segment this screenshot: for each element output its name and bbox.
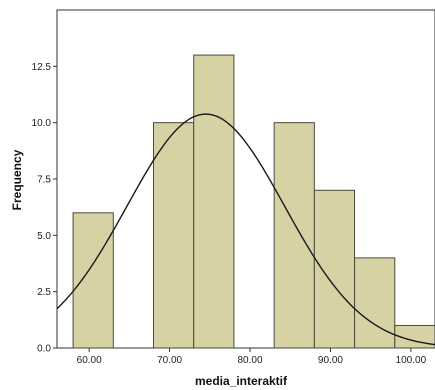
y-tick-label-5: 12.5 [32,62,52,73]
y-tick-label-1: 2.5 [37,287,51,298]
x-axis: 60.00 70.00 80.00 90.00 100.00 [77,348,427,366]
histogram-bar-5 [313,189,356,349]
x-tick-label-0: 60.00 [77,355,102,366]
histogram-bar-6 [354,257,396,349]
y-tick-label-2: 5.0 [37,231,51,242]
y-tick-label-0: 0.0 [37,344,51,355]
x-tick-label-4: 100.00 [396,355,427,366]
normal-curve-line [56,113,435,346]
x-tick-label-2: 80.00 [238,355,263,366]
histogram-bar-2 [193,54,235,349]
histogram-bar-1 [153,122,195,349]
x-axis-title: media_interaktif [195,374,288,388]
y-axis: 0.0 2.5 5.0 7.5 10.0 12.5 [32,62,57,355]
y-tick-label-4: 10.0 [32,118,52,129]
y-axis-title: Frequency [10,149,24,210]
x-tick-label-3: 90.00 [318,355,343,366]
y-tick-label-3: 7.5 [37,175,51,186]
bars-group [72,54,435,349]
histogram-bar-0 [72,212,114,349]
histogram-bar-4 [273,122,315,349]
x-tick-label-1: 70.00 [157,355,182,366]
